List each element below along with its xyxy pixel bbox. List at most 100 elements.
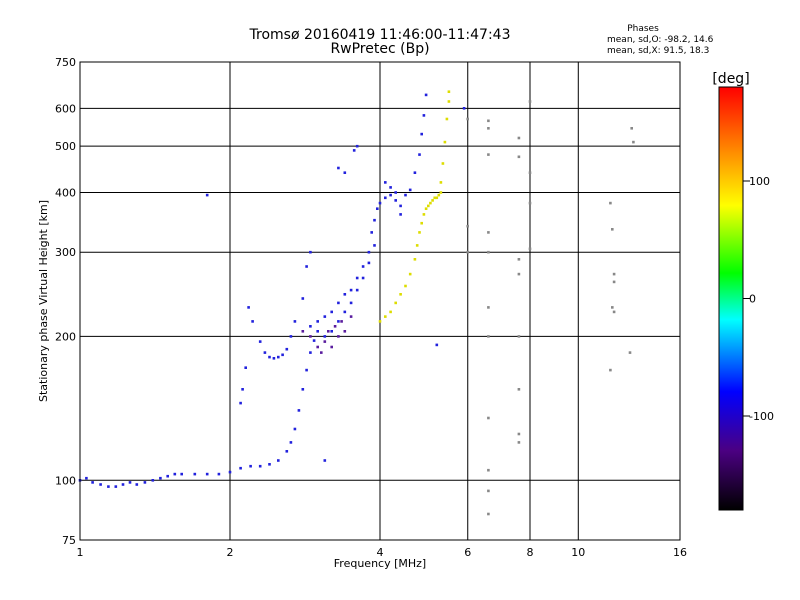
data-point bbox=[330, 310, 333, 314]
data-point bbox=[349, 301, 353, 305]
data-point bbox=[289, 335, 293, 338]
data-point bbox=[361, 276, 365, 280]
data-point bbox=[632, 140, 635, 144]
data-point bbox=[418, 153, 421, 156]
data-point bbox=[330, 345, 333, 349]
x-tick-label: 1 bbox=[77, 546, 84, 559]
data-point bbox=[277, 459, 280, 462]
data-point bbox=[399, 204, 402, 208]
data-point bbox=[352, 149, 356, 152]
data-point bbox=[389, 310, 392, 314]
data-point bbox=[418, 231, 421, 234]
data-point bbox=[439, 191, 443, 194]
data-point bbox=[301, 388, 305, 391]
data-point bbox=[355, 276, 359, 280]
data-point bbox=[258, 340, 262, 343]
data-point bbox=[609, 368, 612, 372]
stats-x-mode: mean, sd,X: 91.5, 18.3 bbox=[607, 46, 709, 56]
data-point bbox=[384, 315, 387, 318]
data-point bbox=[121, 483, 125, 486]
data-point bbox=[301, 330, 305, 333]
series-group bbox=[301, 315, 353, 354]
x-axis-label: Frequency [MHz] bbox=[334, 557, 426, 570]
x-tick-label: 8 bbox=[527, 546, 534, 559]
data-point bbox=[217, 472, 221, 476]
data-point bbox=[355, 288, 359, 292]
data-point bbox=[277, 355, 280, 359]
data-point bbox=[343, 293, 347, 296]
data-point bbox=[173, 472, 177, 476]
data-point bbox=[611, 306, 614, 309]
data-point bbox=[466, 250, 469, 254]
data-point bbox=[413, 171, 417, 174]
colorbar-label: [deg] bbox=[712, 71, 749, 87]
x-tick-label: 10 bbox=[571, 546, 585, 559]
data-point bbox=[285, 450, 289, 453]
data-point bbox=[309, 325, 312, 328]
data-point bbox=[435, 196, 439, 200]
data-point bbox=[612, 310, 616, 314]
y-tick-label: 200 bbox=[55, 330, 76, 343]
data-point bbox=[441, 162, 445, 165]
data-point bbox=[241, 388, 244, 391]
data-point bbox=[316, 330, 319, 333]
data-point bbox=[370, 231, 373, 234]
data-point bbox=[337, 166, 340, 170]
data-point bbox=[399, 293, 402, 296]
data-point bbox=[630, 127, 633, 130]
data-point bbox=[422, 114, 426, 117]
data-point bbox=[151, 479, 155, 482]
stats-o-mode: mean, sd,O: -98.2, 14.6 bbox=[607, 35, 714, 45]
data-point bbox=[399, 213, 402, 216]
data-point bbox=[297, 409, 301, 412]
data-point bbox=[305, 368, 308, 372]
data-point bbox=[517, 335, 521, 338]
data-point bbox=[193, 472, 197, 476]
plot-frame bbox=[79, 61, 681, 541]
data-point bbox=[462, 107, 466, 110]
data-point bbox=[205, 193, 209, 197]
data-point bbox=[309, 335, 312, 338]
data-point bbox=[378, 320, 382, 323]
data-point bbox=[517, 441, 521, 444]
data-point bbox=[487, 416, 490, 420]
data-point bbox=[228, 470, 232, 474]
data-point bbox=[323, 315, 327, 318]
data-point bbox=[394, 191, 397, 194]
data-point bbox=[447, 90, 451, 93]
data-point bbox=[343, 171, 347, 174]
data-point bbox=[268, 355, 271, 359]
data-point bbox=[429, 201, 432, 205]
data-point bbox=[327, 330, 330, 333]
data-point bbox=[384, 181, 387, 184]
data-point bbox=[424, 93, 428, 97]
data-point bbox=[91, 481, 94, 484]
data-point bbox=[394, 199, 397, 202]
data-point bbox=[301, 297, 305, 300]
data-points bbox=[78, 90, 635, 516]
data-point bbox=[384, 196, 387, 200]
data-point bbox=[517, 136, 521, 140]
data-point bbox=[487, 512, 490, 516]
data-point bbox=[330, 330, 333, 333]
data-point bbox=[408, 272, 412, 276]
colorbar-tick-label: -100 bbox=[749, 410, 774, 423]
data-point bbox=[413, 258, 417, 261]
data-point bbox=[239, 466, 242, 470]
data-point bbox=[487, 127, 490, 130]
data-point bbox=[466, 117, 469, 121]
data-point bbox=[305, 265, 308, 268]
data-point bbox=[439, 181, 443, 184]
y-tick-label: 75 bbox=[62, 534, 76, 547]
data-point bbox=[408, 188, 412, 192]
y-tick-label: 600 bbox=[55, 102, 76, 115]
data-point bbox=[258, 464, 262, 468]
colorbar-tick-label: 100 bbox=[749, 175, 770, 188]
data-point bbox=[309, 250, 312, 254]
x-tick-label: 4 bbox=[377, 546, 384, 559]
data-point bbox=[343, 330, 347, 333]
data-point bbox=[447, 100, 451, 103]
y-tick-label: 400 bbox=[55, 186, 76, 199]
data-point bbox=[424, 207, 428, 210]
